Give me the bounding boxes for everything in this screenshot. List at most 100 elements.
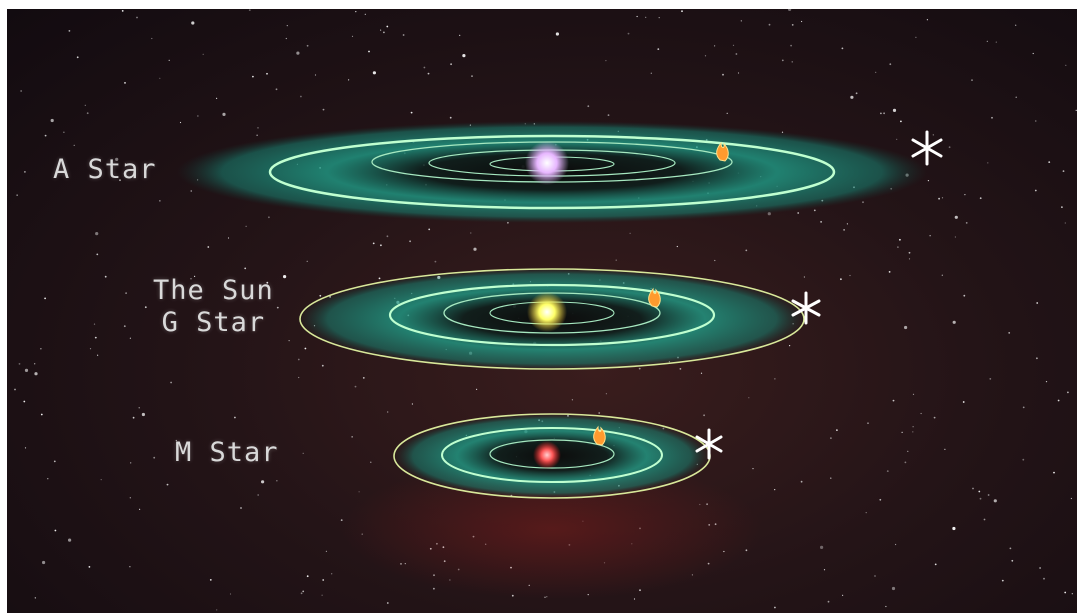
background-star	[322, 108, 325, 111]
background-star	[297, 358, 300, 361]
background-star	[1064, 222, 1066, 224]
background-star	[383, 31, 385, 34]
background-star	[470, 232, 472, 234]
background-star	[84, 104, 86, 106]
background-star	[124, 163, 126, 165]
background-star	[827, 600, 830, 603]
background-star	[571, 399, 574, 401]
background-star	[638, 367, 641, 370]
background-star	[789, 345, 791, 347]
fire-icon	[593, 425, 606, 446]
background-star	[896, 138, 898, 140]
background-star	[319, 294, 322, 297]
background-star	[748, 397, 750, 399]
background-star	[1036, 302, 1039, 304]
background-star	[865, 512, 867, 514]
m-star-glow	[342, 459, 762, 599]
background-star	[276, 306, 279, 309]
background-star	[895, 543, 897, 546]
background-star	[244, 267, 247, 270]
background-star	[991, 116, 993, 119]
background-star	[286, 25, 288, 27]
background-star	[47, 478, 49, 480]
background-star	[629, 232, 631, 234]
background-star	[1039, 567, 1041, 569]
background-star	[676, 245, 678, 248]
background-star	[972, 487, 974, 490]
background-star	[130, 462, 132, 464]
background-star	[20, 90, 22, 92]
background-star	[434, 260, 437, 263]
background-star	[987, 494, 990, 496]
background-star	[836, 429, 838, 431]
background-star	[207, 246, 210, 248]
background-star	[752, 468, 754, 470]
background-star	[115, 157, 119, 161]
background-star	[774, 489, 776, 491]
background-star	[362, 377, 365, 379]
background-star	[1009, 547, 1012, 550]
background-star	[322, 579, 325, 581]
background-star	[889, 63, 892, 66]
background-star	[340, 519, 343, 521]
background-star	[657, 48, 660, 50]
background-star	[892, 108, 897, 112]
background-star	[801, 20, 803, 23]
background-star	[257, 127, 259, 129]
background-star	[257, 494, 260, 496]
background-star	[732, 44, 735, 46]
background-star	[94, 336, 97, 339]
background-star	[987, 162, 989, 164]
background-star	[304, 347, 307, 350]
background-star	[191, 21, 195, 25]
background-star	[703, 414, 705, 417]
background-star	[1071, 593, 1073, 595]
background-star	[880, 112, 882, 115]
background-star	[298, 376, 300, 379]
background-star	[788, 9, 792, 11]
background-star	[820, 545, 824, 550]
m-star-label: M Star	[175, 437, 279, 468]
background-star	[740, 20, 742, 22]
background-star	[123, 325, 126, 328]
background-star	[781, 59, 784, 62]
background-star	[198, 325, 201, 328]
background-star	[129, 566, 131, 568]
background-star	[952, 320, 956, 324]
background-star	[88, 566, 91, 568]
background-star	[745, 249, 748, 252]
a-star	[525, 141, 569, 185]
background-star	[605, 60, 607, 62]
background-star	[306, 575, 309, 578]
background-star	[901, 431, 903, 433]
background-star	[862, 201, 864, 204]
background-star	[681, 10, 683, 13]
background-star	[874, 575, 876, 577]
background-star	[912, 431, 914, 433]
background-star	[978, 490, 981, 493]
background-star	[427, 72, 430, 75]
background-star	[714, 45, 716, 47]
background-star	[888, 271, 891, 273]
fire-icon	[648, 287, 661, 308]
background-star	[598, 412, 601, 414]
background-star	[40, 348, 42, 350]
background-star	[768, 23, 771, 26]
background-star	[849, 274, 851, 277]
background-star	[119, 179, 121, 182]
background-star	[722, 73, 724, 76]
background-star	[830, 437, 832, 439]
a-star-label: A Star	[53, 154, 157, 185]
background-star	[892, 399, 895, 402]
background-star	[358, 491, 360, 493]
background-star	[364, 13, 366, 15]
background-star	[979, 497, 982, 500]
background-star	[1022, 458, 1025, 461]
background-star	[76, 56, 79, 59]
background-star	[820, 221, 822, 223]
background-star	[846, 223, 849, 225]
background-star	[633, 598, 636, 600]
background-star	[983, 518, 986, 521]
g-star-outer-edge	[299, 268, 805, 370]
background-star	[89, 348, 92, 350]
